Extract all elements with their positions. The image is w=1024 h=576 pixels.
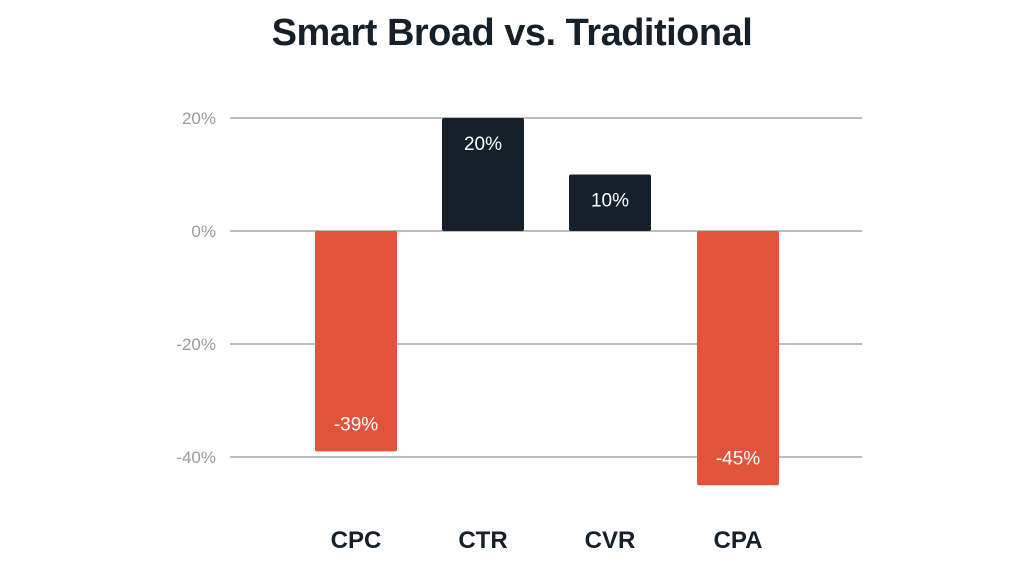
y-tick-label: -20% — [176, 335, 216, 354]
x-category-label: CTR — [458, 527, 507, 554]
bars: -39% 20% 10% -45% — [315, 118, 779, 486]
y-tick-label: 20% — [182, 109, 216, 128]
bar-value-label: 10% — [591, 191, 629, 212]
bar-cpa — [697, 231, 779, 486]
bar-value-label: -45% — [716, 448, 760, 469]
x-category-label: CPA — [714, 527, 763, 554]
x-category-label: CVR — [585, 527, 636, 554]
bar-cpc — [315, 231, 397, 452]
x-category-label: CPC — [331, 527, 382, 554]
bar-cvr — [569, 174, 651, 231]
bar-value-label: -39% — [334, 414, 378, 435]
x-axis-categories: CPC CTR CVR CPA — [331, 527, 763, 554]
y-tick-label: 0% — [191, 222, 216, 241]
y-axis-ticks: 20% 0% -20% -40% — [176, 109, 216, 467]
y-tick-label: -40% — [176, 448, 216, 467]
bar-ctr — [442, 118, 524, 231]
bar-value-label: 20% — [464, 134, 502, 155]
chart-title: Smart Broad vs. Traditional — [271, 12, 753, 54]
